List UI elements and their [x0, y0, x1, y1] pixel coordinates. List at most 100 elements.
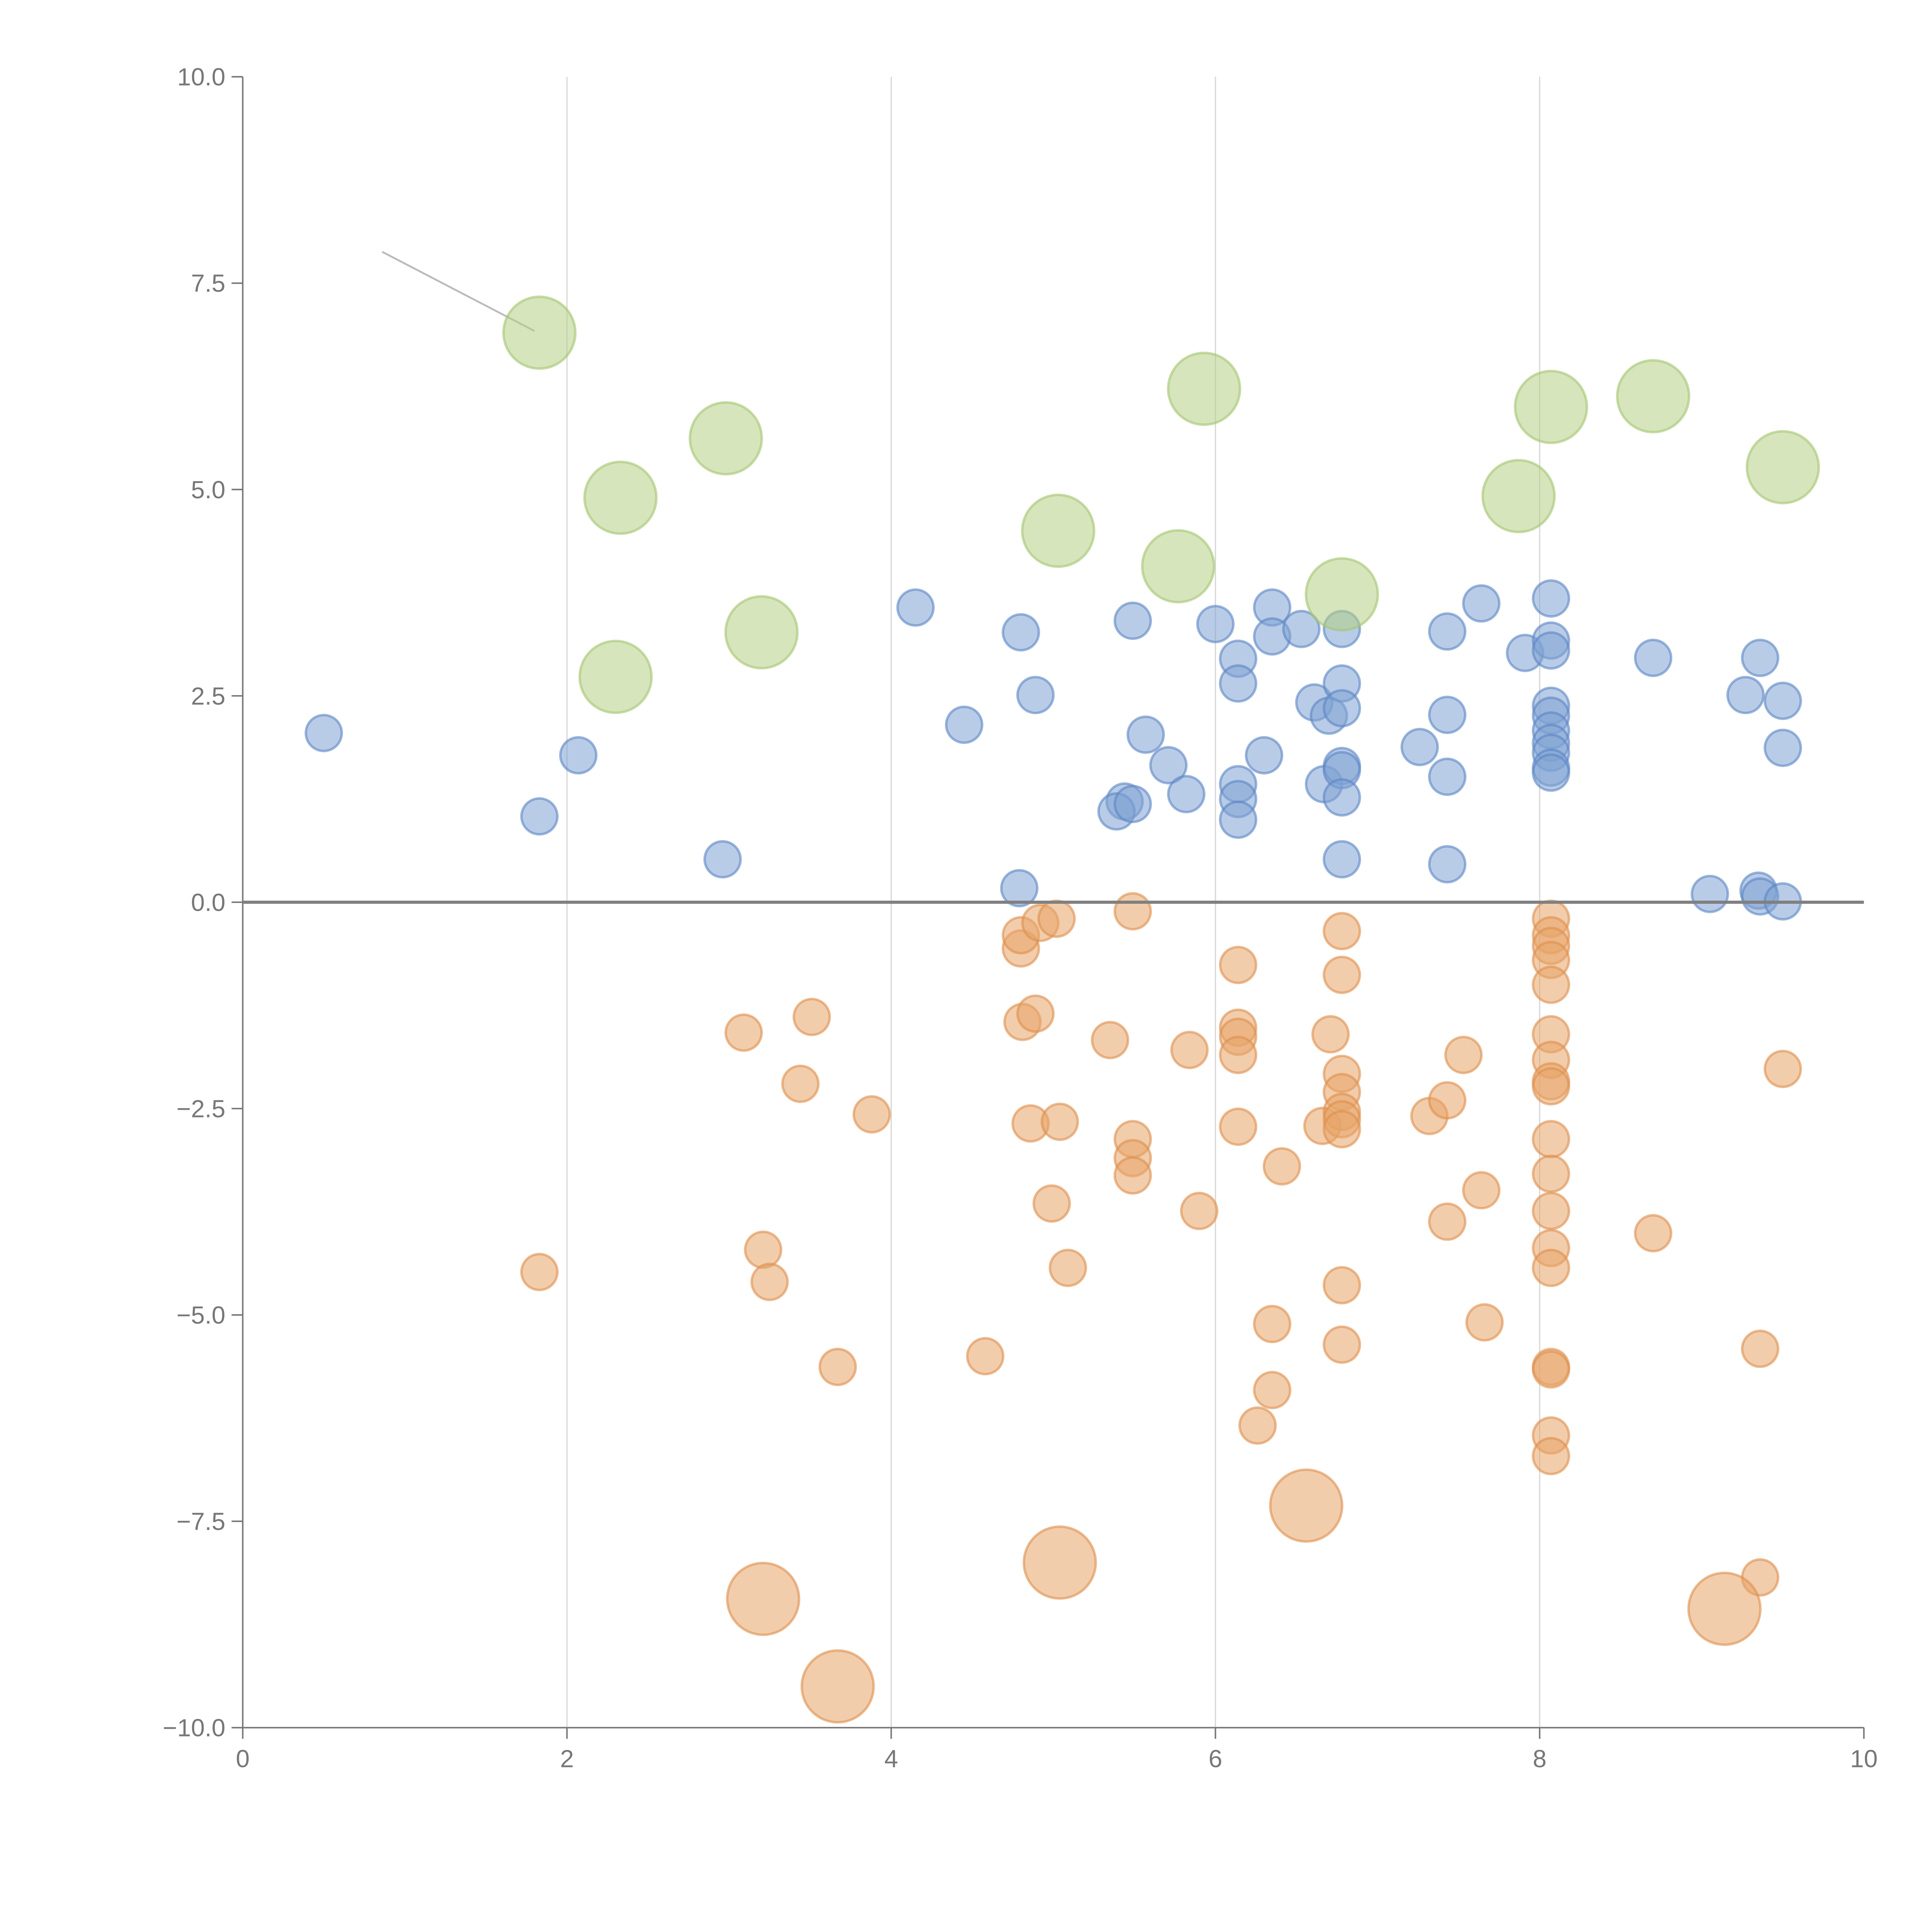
negative-small-point — [1532, 1120, 1570, 1158]
negative-small-point — [1311, 1015, 1350, 1054]
positive-small-point — [1428, 757, 1467, 796]
negative-small-point — [966, 1337, 1005, 1376]
negative-small-point — [1219, 946, 1257, 984]
positive-large-point — [502, 295, 577, 370]
positive-small-point — [520, 797, 559, 836]
positive-small-point — [1400, 728, 1439, 767]
negative-small-point — [1323, 912, 1361, 951]
positive-small-point — [945, 705, 983, 744]
positive-small-point — [1532, 631, 1570, 670]
x-tick-label: 10 — [1850, 1745, 1878, 1773]
negative-small-point — [1016, 994, 1055, 1033]
negative-small-point — [1428, 1081, 1467, 1120]
positive-small-point — [1113, 785, 1152, 823]
x-tick-label: 2 — [560, 1745, 574, 1773]
positive-small-point — [1462, 584, 1501, 623]
positive-small-point — [1219, 664, 1257, 703]
positive-small-point — [1764, 682, 1802, 720]
negative-small-point — [1532, 1248, 1570, 1287]
data-points — [304, 251, 1820, 1724]
negative-small-point — [744, 1230, 782, 1269]
y-tick-label: 10.0 — [177, 63, 226, 91]
positive-small-point — [304, 714, 343, 752]
positive-large-point — [578, 639, 653, 714]
negative-small-point — [1323, 1325, 1361, 1364]
x-tick-label: 8 — [1533, 1745, 1547, 1773]
negative-small-point — [1323, 1110, 1361, 1149]
positive-large-point — [724, 595, 799, 670]
positive-large-point — [1141, 529, 1216, 604]
positive-small-point — [1113, 601, 1152, 640]
negative-large-point — [1687, 1571, 1762, 1646]
negative-small-point — [1532, 1437, 1570, 1476]
negative-small-point — [1465, 1303, 1504, 1342]
y-tick-label: −10.0 — [163, 1714, 225, 1742]
positive-large-point — [1304, 557, 1379, 632]
negative-small-point — [1238, 1406, 1277, 1445]
negative-small-point — [1532, 1067, 1570, 1105]
positive-small-point — [1196, 605, 1235, 643]
positive-large-point — [1514, 370, 1588, 444]
positive-small-point — [1323, 689, 1361, 728]
y-tick-label: −7.5 — [177, 1508, 226, 1536]
positive-small-point — [559, 736, 598, 775]
positive-large-point — [583, 461, 658, 535]
negative-small-point — [1741, 1329, 1779, 1368]
negative-small-point — [1253, 1371, 1292, 1410]
negative-small-point — [1041, 1102, 1079, 1141]
negative-small-point — [1323, 956, 1361, 994]
negative-small-point — [1262, 1147, 1301, 1186]
negative-small-point — [1113, 892, 1152, 931]
x-tick-label: 0 — [236, 1745, 250, 1773]
positive-large-point — [1021, 493, 1095, 568]
negative-small-point — [1462, 1171, 1501, 1210]
positive-small-point — [1428, 845, 1467, 884]
negative-small-point — [750, 1262, 789, 1301]
negative-small-point — [1113, 1156, 1152, 1195]
positive-large-point — [689, 401, 763, 476]
positive-small-point — [1690, 874, 1729, 913]
y-tick-label: −5.0 — [177, 1301, 226, 1329]
negative-large-point — [800, 1649, 875, 1724]
negative-small-point — [1532, 1192, 1570, 1230]
positive-small-point — [703, 840, 742, 879]
negative-small-point — [1532, 1350, 1570, 1389]
positive-small-point — [1323, 778, 1361, 817]
positive-small-point — [1323, 840, 1361, 879]
negative-small-point — [1323, 1266, 1361, 1304]
positive-small-point — [1634, 638, 1672, 677]
positive-large-point — [1481, 459, 1556, 534]
negative-small-point — [1037, 899, 1076, 938]
negative-small-point — [1634, 1214, 1672, 1253]
negative-small-point — [1444, 1036, 1483, 1074]
y-tick-label: 0.0 — [191, 888, 225, 916]
y-tick-label: 7.5 — [191, 269, 225, 297]
negative-small-point — [724, 1013, 763, 1052]
positive-small-point — [1126, 715, 1165, 754]
positive-small-point — [1428, 696, 1467, 734]
positive-small-point — [1532, 753, 1570, 792]
positive-small-point — [1149, 746, 1188, 785]
y-tick-label: 5.0 — [191, 476, 225, 503]
negative-small-point — [1532, 965, 1570, 1004]
positive-small-point — [1764, 728, 1802, 767]
positive-small-point — [896, 588, 935, 627]
x-tick-label: 4 — [884, 1745, 898, 1773]
negative-small-point — [852, 1095, 891, 1134]
x-tick-label: 6 — [1209, 1745, 1223, 1773]
negative-small-point — [818, 1347, 857, 1386]
negative-small-point — [1170, 1031, 1209, 1069]
positive-large-point — [1745, 430, 1820, 505]
positive-small-point — [1219, 800, 1257, 839]
axes: 0 2 4 6 8 10 10.0 7.5 5.0 2.5 0.0 −2.5 −5.0 −7.5 −10.0 — [163, 63, 1878, 1773]
negative-small-point — [520, 1253, 559, 1291]
negative-small-point — [1091, 1021, 1129, 1060]
positive-small-point — [1726, 676, 1765, 714]
positive-small-point — [1000, 869, 1039, 908]
positive-small-point — [1741, 638, 1779, 677]
negative-small-point — [1219, 1036, 1257, 1074]
negative-small-point — [1532, 1155, 1570, 1193]
positive-small-point — [1016, 676, 1055, 714]
negative-small-point — [1180, 1192, 1219, 1230]
